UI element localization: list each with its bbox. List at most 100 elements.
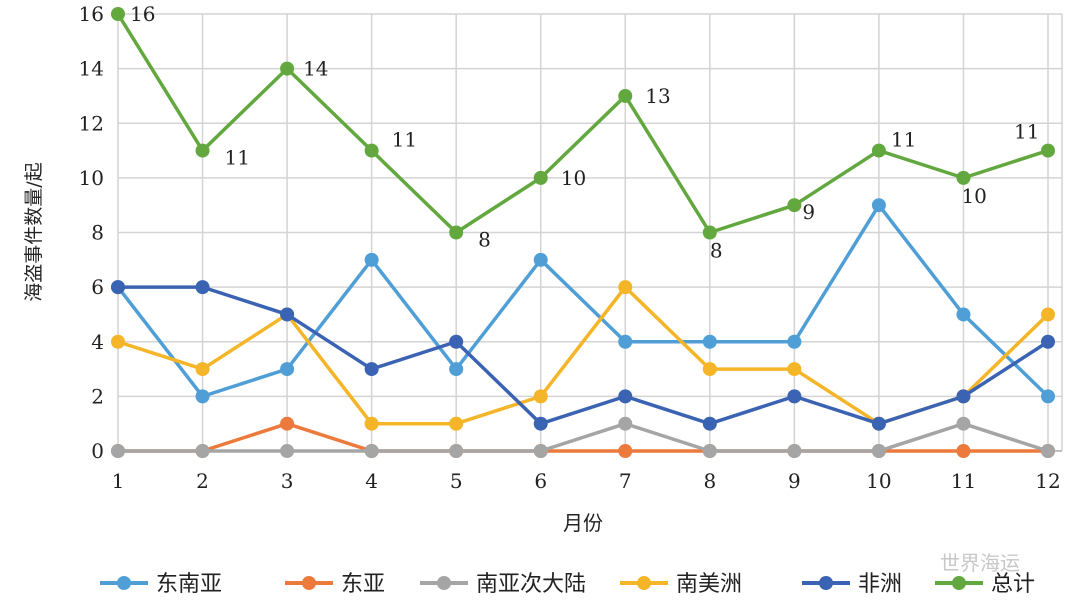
data-point [280, 307, 295, 322]
data-point [1041, 334, 1055, 349]
data-label: 9 [802, 200, 815, 224]
y-axis-label: 海盗事件数量/起 [23, 162, 45, 301]
y-tick-label: 10 [79, 166, 104, 190]
data-point [195, 362, 210, 377]
y-tick-label: 6 [91, 275, 104, 299]
data-point [364, 143, 379, 158]
data-point [195, 444, 210, 458]
legend-swatch-marker [437, 576, 451, 590]
data-point [787, 444, 802, 458]
data-point [787, 389, 802, 404]
x-tick-label: 1 [112, 469, 125, 493]
x-tick-label: 10 [866, 469, 891, 493]
legend-label: 非洲 [858, 572, 902, 597]
grid [117, 13, 1063, 452]
data-point [956, 307, 971, 322]
data-point [618, 444, 633, 458]
data-point [280, 444, 295, 458]
data-label: 8 [710, 239, 723, 263]
data-point [618, 334, 633, 349]
data-point [449, 444, 464, 458]
data-point [364, 444, 379, 458]
series-group [111, 7, 1055, 458]
data-label: 10 [961, 184, 986, 208]
data-label: 11 [891, 128, 916, 152]
series-line-1 [118, 421, 1048, 453]
data-point [702, 416, 717, 431]
y-tick-label: 16 [79, 2, 104, 26]
y-tick-label: 2 [91, 384, 104, 408]
legend-label: 总计 [991, 572, 1035, 597]
data-point [1041, 444, 1055, 458]
data-point [280, 362, 295, 377]
x-tick-label: 5 [450, 469, 463, 493]
x-tick-label: 12 [1035, 469, 1060, 493]
data-point [956, 389, 971, 404]
y-tick-label: 14 [79, 57, 104, 81]
legend-label: 东南亚 [156, 572, 222, 597]
data-point [618, 389, 633, 404]
data-point [533, 416, 548, 431]
y-tick-label: 4 [91, 330, 104, 354]
data-point [280, 416, 295, 431]
data-point [195, 389, 210, 404]
watermark: 世界海运 [940, 551, 1020, 575]
data-point [1041, 143, 1055, 158]
data-label: 10 [561, 166, 586, 190]
data-label: 13 [645, 84, 670, 108]
y-tick-label: 8 [91, 221, 104, 245]
legend-label: 南美洲 [676, 572, 742, 597]
data-point [533, 444, 548, 458]
legend-swatch-marker [302, 576, 316, 590]
data-point [449, 225, 464, 240]
data-label: 11 [392, 128, 417, 152]
data-point [364, 362, 379, 377]
data-point [956, 170, 971, 185]
x-tick-label: 8 [703, 469, 716, 493]
data-point [449, 334, 464, 349]
data-labels: 16 11 14 11 8 10 13 8 9 11 10 11 [130, 2, 1039, 263]
data-point [787, 334, 802, 349]
data-point [871, 198, 886, 213]
x-tick-label: 2 [196, 469, 209, 493]
data-point [618, 280, 633, 295]
data-point [111, 280, 125, 295]
x-axis-label: 月份 [563, 511, 603, 535]
y-tick-label: 12 [79, 111, 104, 135]
legend-swatch-marker [117, 576, 131, 590]
data-point [618, 416, 633, 431]
data-label: 14 [303, 57, 328, 81]
data-label: 11 [225, 146, 250, 170]
data-point [871, 143, 886, 158]
data-point [702, 225, 717, 240]
x-tick-label: 6 [534, 469, 547, 493]
legend-swatch-marker [637, 576, 651, 590]
data-label: 11 [1014, 120, 1039, 144]
legend-swatch-marker [952, 576, 966, 590]
legend-swatch-marker [819, 576, 833, 590]
data-point [364, 252, 379, 267]
data-point [280, 61, 295, 76]
data-point [111, 7, 125, 21]
data-point [871, 444, 886, 458]
data-point [195, 143, 210, 158]
data-point [787, 198, 802, 213]
data-point [1041, 389, 1055, 404]
x-tick-label: 11 [951, 469, 976, 493]
data-point [787, 362, 802, 377]
series-line-0 [116, 203, 1050, 399]
data-point [449, 416, 464, 431]
series-line-4 [118, 285, 1049, 426]
series-line-5 [116, 13, 1049, 235]
data-point [111, 444, 125, 458]
legend-label: 南亚次大陆 [476, 572, 586, 597]
data-point [702, 444, 717, 458]
data-point [195, 280, 210, 295]
legend-label: 东亚 [341, 572, 385, 597]
data-point [449, 362, 464, 377]
data-point [871, 416, 886, 431]
x-tick-label: 7 [619, 469, 632, 493]
series-line-3 [117, 285, 1050, 426]
